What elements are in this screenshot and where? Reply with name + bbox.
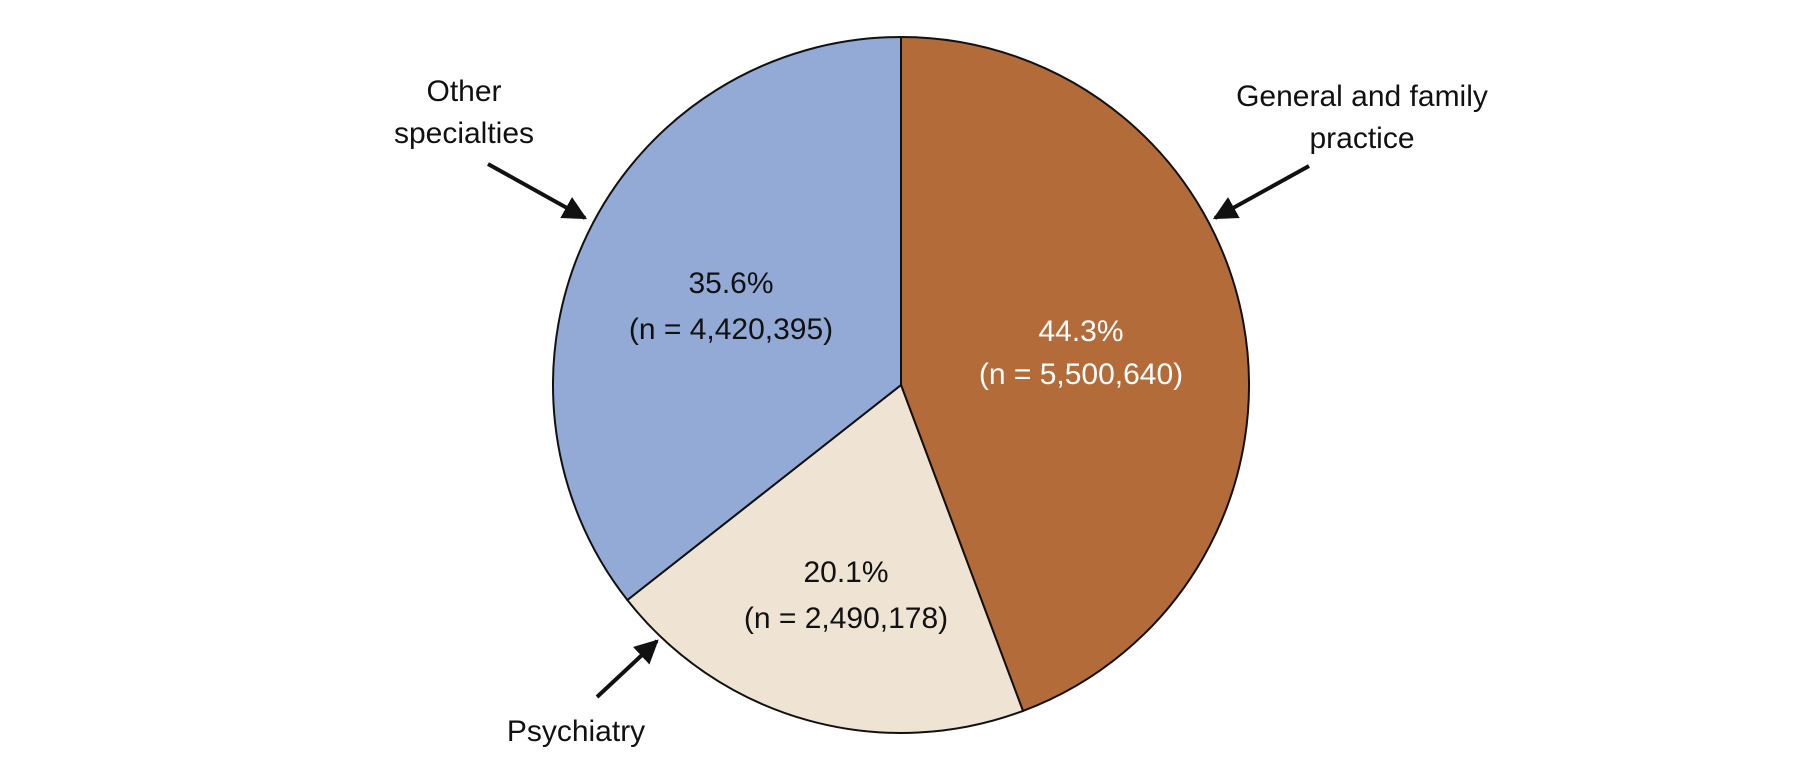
- pie-slice: [900, 35, 1250, 713]
- arrow: [1212, 164, 1310, 220]
- category-label: Other specialties: [393, 75, 535, 150]
- value-label: 35.6%: [688, 267, 773, 300]
- category-label: Psychiatry: [506, 715, 646, 748]
- pie: [552, 35, 1250, 734]
- count-label: (n = 5,500,640): [979, 358, 1183, 391]
- count-label: (n = 4,420,395): [629, 313, 833, 346]
- pie-slice: [625, 383, 1025, 734]
- value-label: 44.3%: [1038, 315, 1123, 348]
- arrow: [487, 162, 588, 220]
- category-label: General and family practice: [1236, 80, 1488, 155]
- count-label: (n = 2,490,178): [744, 602, 948, 635]
- arrow: [595, 639, 659, 699]
- value-label: 20.1%: [803, 556, 888, 589]
- pie-slice: [552, 35, 902, 602]
